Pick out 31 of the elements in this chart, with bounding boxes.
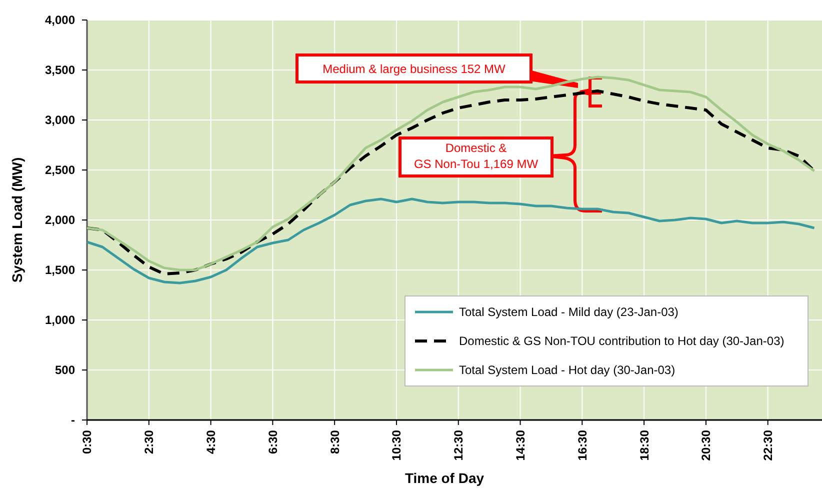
x-tick-label: 20:30 (699, 430, 714, 461)
x-tick-label: 0:30 (80, 430, 94, 454)
x-tick-label: 2:30 (142, 430, 156, 454)
x-tick-label: 12:30 (452, 430, 466, 461)
callout-box: Domestic & GS Non-Tou 1,169 MW (398, 136, 554, 178)
y-tick-label: - (71, 413, 75, 428)
x-axis-title: Time of Day (404, 470, 484, 486)
y-tick-label: 1,500 (44, 263, 76, 278)
y-tick-label: 500 (54, 363, 76, 378)
x-tick-label: 18:30 (637, 430, 652, 461)
y-tick-label: 2,000 (44, 213, 76, 228)
x-tick-label: 10:30 (390, 430, 404, 461)
x-tick-label: 22:30 (761, 430, 776, 461)
y-tick-label: 1,000 (44, 313, 76, 328)
line-series (86, 198, 816, 284)
y-tick-label: 3,500 (44, 63, 76, 78)
legend-label: Total System Load - Hot day (30-Jan-03) (459, 363, 676, 378)
callout-box: Medium & large business 152 MW (296, 54, 532, 84)
y-tick-label: 4,000 (44, 13, 76, 28)
x-tick-label: 6:30 (266, 430, 280, 454)
y-axis-title: System Load (MW) (9, 157, 25, 283)
y-tick-label: 3,000 (44, 113, 76, 128)
annotation: Medium & large business 152 MW (322, 62, 506, 76)
annotation: Domestic & GS Non-Tou 1,169 MW (414, 141, 539, 171)
legend-label: Domestic & GS Non-TOU contribution to Hot day (30-Jan-03) (459, 334, 784, 348)
legend-label: Total System Load - Mild day (23-Jan-03) (459, 305, 678, 320)
x-tick-label: 4:30 (204, 430, 218, 454)
x-tick-label: 14:30 (513, 430, 528, 461)
x-tick-label: 16:30 (575, 430, 590, 461)
x-tick-label: 8:30 (328, 430, 342, 454)
y-tick-label: 2,500 (44, 163, 76, 178)
